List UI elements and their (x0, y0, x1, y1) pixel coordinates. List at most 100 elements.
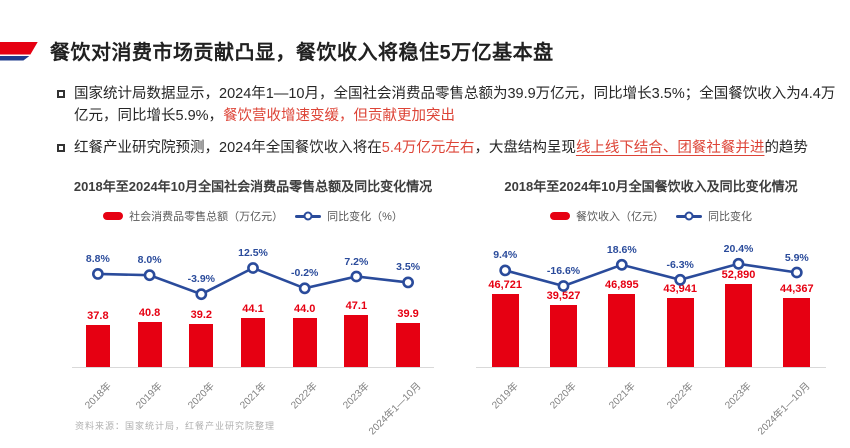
x-axis-tick-label: 2022年 (665, 380, 696, 412)
bullet-item: 国家统计局数据显示，2024年1—10月，全国社会消费品零售总额为39.9万亿元… (57, 84, 841, 128)
bar (550, 305, 577, 367)
bullet-text-segment: 线上线下结合、团餐社餐并进 (575, 139, 765, 156)
bar (241, 318, 265, 367)
data-point-marker (674, 273, 687, 286)
data-point-marker (615, 258, 628, 271)
x-axis-tick-label: 2023年 (723, 380, 755, 412)
bar-value-label: 40.8 (138, 306, 161, 319)
chart-restaurant-revenue: 2018年至2024年10月全国餐饮收入及同比变化情况 餐饮收入（亿元） 同比变… (456, 176, 846, 438)
data-point-marker (732, 257, 745, 270)
bar-value-label: 44,367 (779, 282, 814, 295)
bullet-text: 红餐产业研究院预测，2024年全国餐饮收入将在5.4万亿元左右，大盘结构呈现线上… (74, 138, 808, 160)
bar-value-label: 39.2 (190, 308, 213, 321)
data-point-marker (298, 282, 311, 295)
bar-series-swatch (103, 212, 124, 220)
flag-icon-blue-band (0, 55, 30, 61)
point-value-label: 8.8% (85, 252, 110, 265)
line-series-label: 同比变化（%） (327, 211, 403, 223)
bar (396, 322, 421, 367)
data-point-marker (790, 266, 803, 279)
plot-area: 37.8 40.8 39.2 44.1 44.0 47.1 39.9 8.8% 8.0% -3.9… (72, 234, 434, 368)
data-point-marker (143, 269, 156, 282)
point-value-label: 7.2% (344, 255, 369, 268)
x-axis-labels: 2019年 2020年 2021年 2022年 2023年 2024年1—10月 (476, 368, 826, 438)
bar (783, 297, 811, 367)
trend-line-svg (499, 257, 803, 292)
point-value-label: 12.5% (238, 247, 268, 259)
bullet-text-segment: 国家统计局数据显示，2024年1—10月，全国社会消费品零售总额为39.9万亿元… (74, 86, 836, 124)
bar-value-label: 39.9 (397, 307, 419, 320)
data-point-marker (91, 268, 104, 280)
x-axis-tick-label: 2021年 (238, 380, 269, 412)
x-axis-tick-label: 2021年 (606, 380, 638, 412)
x-axis-tick-label: 2024年1—10月 (367, 380, 424, 438)
bar-series-label: 餐饮收入（亿元） (576, 211, 664, 223)
point-value-label: 5.9% (784, 251, 809, 264)
bar-value-label: 44.0 (293, 303, 316, 316)
square-bullet-icon (57, 90, 65, 98)
point-value-label: 3.5% (396, 261, 421, 274)
bar (491, 293, 519, 367)
chart-legend: 餐饮收入（亿元） 同比变化 (456, 208, 846, 224)
bullet-text-segment: ，大盘结构呈现 (474, 139, 576, 156)
bar (725, 284, 752, 367)
line-series-swatch (295, 211, 322, 222)
x-axis-tick-label: 2023年 (341, 380, 373, 412)
x-axis-tick-label: 2019年 (134, 380, 166, 412)
point-value-label: -0.2% (290, 267, 319, 280)
chart-retail-sales: 2018年至2024年10月全国社会消费品零售总额及同比变化情况 社会消费品零售… (52, 176, 454, 438)
chart-legend: 社会消费品零售总额（万亿元） 同比变化（%） (52, 208, 454, 224)
x-axis-tick-label: 2022年 (289, 380, 321, 412)
bullet-text-segment: 红餐产业研究院预测，2024年全国餐饮收入将在 (74, 139, 382, 156)
bar-value-label: 43,941 (663, 283, 698, 296)
data-point-marker (350, 270, 363, 283)
point-value-label: 18.6% (606, 243, 637, 256)
bar (344, 314, 369, 367)
bar-value-label: 39,527 (546, 290, 581, 303)
bar-value-label: 44.1 (242, 303, 264, 316)
bar (85, 325, 110, 367)
bar (137, 321, 162, 367)
plot-area: 46,721 39,527 46,895 43,941 52,890 44,367 9.4%… (476, 234, 826, 368)
x-axis-labels: 2018年 2019年 2020年 2021年 2022年 2023年 2024年1—10月 (72, 368, 434, 438)
chart-title: 2018年至2024年10月全国餐饮收入及同比变化情况 (504, 179, 798, 194)
bullet-list: 国家统计局数据显示，2024年1—10月，全国社会消费品零售总额为39.9万亿元… (57, 84, 841, 169)
x-axis-tick-label: 2020年 (548, 380, 580, 412)
bar-value-label: 47.1 (345, 299, 368, 312)
trend-line (504, 262, 797, 288)
bullet-item: 红餐产业研究院预测，2024年全国餐饮收入将在5.4万亿元左右，大盘结构呈现线上… (57, 138, 841, 160)
data-point-marker (557, 280, 570, 292)
bullet-text: 国家统计局数据显示，2024年1—10月，全国社会消费品零售总额为39.9万亿元… (74, 84, 841, 128)
point-value-label: -6.3% (666, 258, 694, 271)
bar-value-label: 46,721 (488, 278, 523, 291)
bar (608, 293, 636, 367)
data-point-marker (195, 288, 208, 301)
bar (189, 323, 214, 367)
slide-title: 餐饮对消费市场贡献凸显，餐饮收入将稳住5万亿基本盘 (50, 42, 554, 64)
line-series-label: 同比变化 (708, 211, 752, 223)
data-point-marker (402, 276, 414, 289)
bar-series-swatch (550, 212, 570, 220)
point-value-label: 8.0% (137, 254, 162, 267)
x-axis-tick-label: 2024年1—10月 (755, 380, 813, 438)
bar-value-label: 37.8 (87, 310, 109, 323)
bullet-text-segment: 餐饮营收增速变缓，但贡献更加突出 (223, 107, 456, 124)
chart-title: 2018年至2024年10月全国社会消费品零售总额及同比变化情况 (73, 179, 433, 194)
data-point-marker (247, 262, 259, 274)
point-value-label: 20.4% (723, 242, 754, 255)
flag-icon-red-band (0, 41, 38, 55)
source-note: 资料来源：国家统计局，红餐产业研究院整理 (75, 421, 276, 431)
bar-value-label: 52,890 (721, 269, 756, 282)
x-axis-tick-label: 2019年 (490, 380, 521, 412)
data-point-marker (499, 264, 512, 277)
point-value-label: -3.9% (187, 273, 216, 286)
slide-header: 餐饮对消费市场贡献凸显，餐饮收入将稳住5万亿基本盘 (0, 36, 554, 65)
bar-series-label: 社会消费品零售总额（万亿元） (129, 211, 284, 223)
point-value-label: 9.4% (493, 249, 518, 262)
x-axis-tick-label: 2020年 (186, 380, 217, 412)
bullet-text-segment: 的趋势 (764, 139, 808, 156)
x-axis-tick-label: 2018年 (82, 380, 114, 412)
flag-icon (0, 40, 40, 62)
line-series-swatch (676, 211, 702, 222)
trend-line-svg (91, 262, 414, 301)
